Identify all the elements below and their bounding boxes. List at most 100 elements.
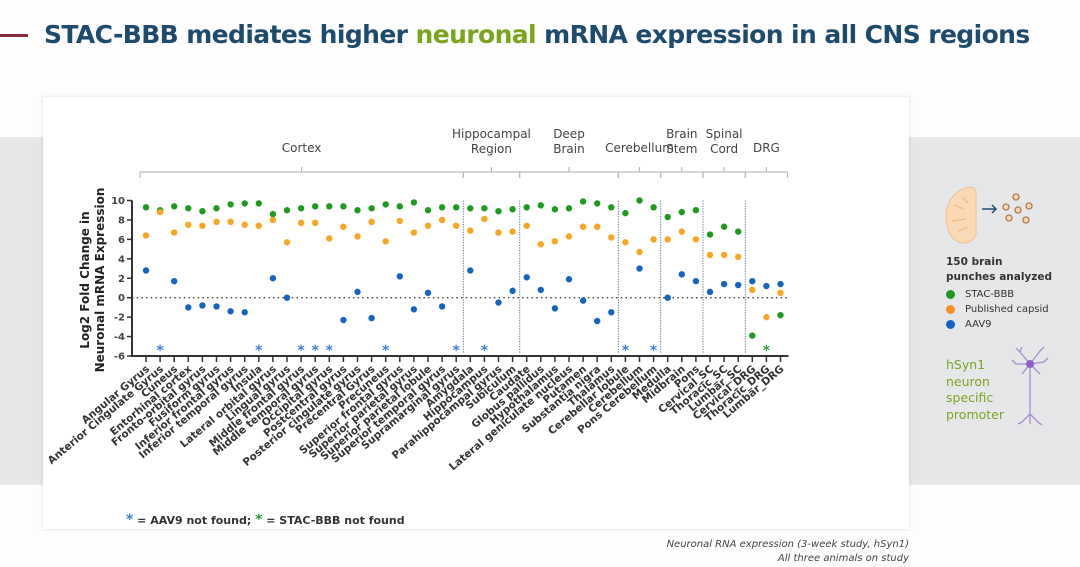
data-point-aav9 <box>199 302 206 309</box>
data-point-published-capsid <box>706 251 714 259</box>
group-bracket <box>462 167 521 178</box>
data-point-published-capsid <box>565 233 573 240</box>
data-point-aav9 <box>142 267 150 274</box>
data-point-aav9 <box>664 294 671 301</box>
data-point-stac-bbb <box>551 206 559 213</box>
not-found-star-stac-bbb: * <box>763 343 771 359</box>
data-point-aav9 <box>763 282 770 290</box>
data-point-aav9 <box>227 308 234 315</box>
data-point-aav9 <box>185 304 192 311</box>
not-found-star-aav9: * <box>650 343 658 359</box>
data-point-stac-bbb <box>382 201 389 208</box>
not-found-star-aav9: * <box>326 343 334 359</box>
y-tick-label: 8 <box>118 215 125 226</box>
data-point-published-capsid <box>227 218 234 226</box>
legend-heading-1: 150 brain <box>946 256 1003 268</box>
data-point-stac-bbb <box>481 205 488 212</box>
data-point-stac-bbb <box>424 207 432 214</box>
title-highlight: neuronal <box>415 20 537 49</box>
punch-circles-icon <box>1002 193 1033 224</box>
data-point-published-capsid <box>171 229 178 236</box>
data-point-published-capsid <box>340 223 347 230</box>
data-point-published-capsid <box>396 217 403 225</box>
title-text-1: STAC-BBB mediates higher <box>44 20 416 49</box>
data-point-stac-bbb <box>368 205 375 212</box>
chart-legend: 150 brain punches analyzed STAC-BBB Publi… <box>946 255 1052 330</box>
not-found-star-aav9: * <box>297 343 305 359</box>
data-point-stac-bbb <box>664 213 671 221</box>
data-point-aav9 <box>551 305 559 312</box>
data-point-aav9 <box>241 309 248 316</box>
data-point-aav9 <box>579 297 587 304</box>
not-found-star-aav9: * <box>622 343 630 359</box>
data-point-published-capsid <box>509 228 516 235</box>
data-point-published-capsid <box>156 208 164 216</box>
data-point-aav9 <box>354 288 361 296</box>
data-point-published-capsid <box>495 229 502 236</box>
data-point-aav9 <box>735 281 742 289</box>
group-label: DRG <box>753 141 780 155</box>
data-point-published-capsid <box>142 232 150 239</box>
data-point-published-capsid <box>283 239 291 246</box>
source-note: Neuronal RNA expression (3-week study, h… <box>667 538 909 566</box>
data-point-stac-bbb <box>594 200 601 207</box>
data-point-aav9 <box>340 316 347 324</box>
data-point-aav9 <box>509 287 516 295</box>
group-bracket <box>702 167 746 178</box>
legend-label: Published capsid <box>965 304 1049 315</box>
title-accent-line <box>0 34 28 37</box>
data-point-stac-bbb <box>692 207 700 214</box>
data-point-published-capsid <box>622 239 629 246</box>
promoter-line: hSyn1 <box>946 357 986 372</box>
data-point-aav9 <box>213 303 220 310</box>
y-tick-label: 6 <box>118 235 125 246</box>
data-point-stac-bbb <box>227 201 234 208</box>
data-point-stac-bbb <box>467 205 474 212</box>
data-point-published-capsid <box>467 227 474 234</box>
stac-not-found-text: = STAC-BBB not found <box>262 514 405 527</box>
source-line-1: Neuronal RNA expression (3-week study, h… <box>666 539 909 550</box>
group-bracket <box>139 167 464 178</box>
data-point-published-capsid <box>678 228 685 235</box>
data-point-stac-bbb <box>523 204 530 211</box>
group-bracket <box>519 167 619 178</box>
data-point-aav9 <box>495 299 502 306</box>
data-point-published-capsid <box>664 236 671 243</box>
data-point-published-capsid <box>312 219 319 227</box>
chart-card <box>43 97 909 529</box>
not-found-key: * = AAV9 not found; * = STAC-BBB not fou… <box>126 512 405 528</box>
legend-label: AAV9 <box>965 319 992 330</box>
group-label: Spinal <box>706 127 743 141</box>
data-point-stac-bbb <box>438 204 446 211</box>
y-tick-label: -2 <box>114 313 125 324</box>
data-point-published-capsid <box>551 238 559 245</box>
data-point-stac-bbb <box>608 204 615 211</box>
data-point-aav9 <box>467 267 474 274</box>
source-line-2: All three animals on study <box>777 553 909 564</box>
data-point-stac-bbb <box>509 206 516 213</box>
group-bracket <box>744 167 789 178</box>
data-point-aav9 <box>269 275 277 282</box>
data-point-stac-bbb <box>354 207 361 214</box>
data-point-stac-bbb <box>326 203 333 210</box>
title-text-2: mRNA expression in all CNS regions <box>536 20 1030 49</box>
data-point-stac-bbb <box>706 231 714 238</box>
not-found-star-aav9: * <box>382 343 390 359</box>
data-point-stac-bbb <box>495 207 502 215</box>
data-point-stac-bbb <box>749 332 756 339</box>
data-point-stac-bbb <box>410 199 418 206</box>
data-point-published-capsid <box>608 234 615 241</box>
data-point-aav9 <box>171 277 178 285</box>
legend-item: AAV9 <box>946 319 1052 330</box>
group-label: Hippocampal <box>452 127 531 141</box>
promoter-line: neuron <box>946 373 990 389</box>
legend-item: STAC-BBB <box>946 289 1052 300</box>
data-point-stac-bbb <box>777 311 784 319</box>
data-point-stac-bbb <box>453 204 460 211</box>
data-point-published-capsid <box>579 223 587 230</box>
data-point-aav9 <box>283 294 291 301</box>
group-label: Stem <box>666 142 697 156</box>
legend-label: STAC-BBB <box>965 289 1015 300</box>
data-point-stac-bbb <box>396 203 403 210</box>
